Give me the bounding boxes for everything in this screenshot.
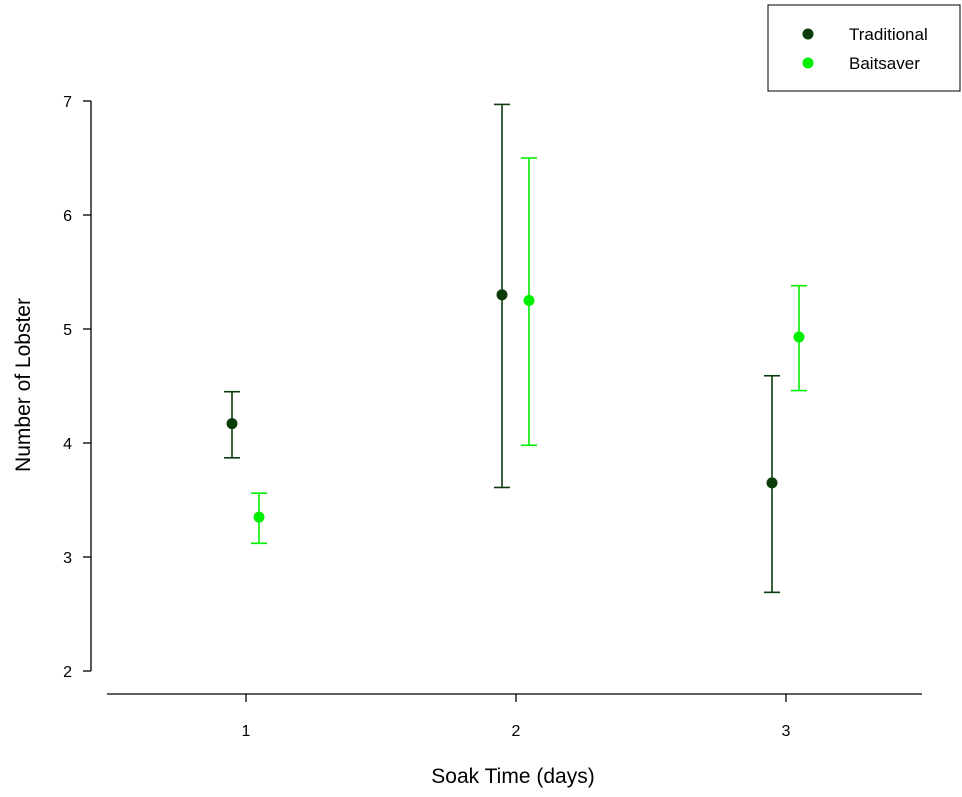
series-baitsaver [251,157,807,545]
data-point [496,289,508,301]
y-tick-label: 7 [63,94,72,111]
legend: Traditional Baitsaver [767,4,961,92]
x-tick-label: 2 [512,723,521,740]
series-traditional [224,103,780,594]
legend-marker-traditional [802,28,814,40]
data-point [523,295,535,306]
legend-label-traditional: Traditional [849,25,928,44]
y-tick-label: 5 [63,322,72,339]
y-tick-label: 4 [63,436,72,453]
y-tick-label: 2 [63,664,72,681]
x-axis: 1 2 3 [107,693,922,740]
y-tick-label: 3 [63,550,72,567]
x-axis-title: Soak Time (days) [431,765,594,788]
y-tick-label: 6 [63,208,72,225]
data-point [766,477,778,489]
legend-box [767,4,961,92]
x-tick-label: 3 [782,723,791,740]
legend-marker-baitsaver [802,57,814,69]
x-tick-label: 1 [242,723,251,740]
y-axis-title: Number of Lobster [12,298,35,472]
data-point [793,331,805,343]
y-axis: 2 3 4 5 6 7 [63,94,92,681]
data-point [226,418,238,430]
data-point [253,511,265,523]
legend-label-baitsaver: Baitsaver [849,54,920,73]
plot-series [224,103,807,594]
